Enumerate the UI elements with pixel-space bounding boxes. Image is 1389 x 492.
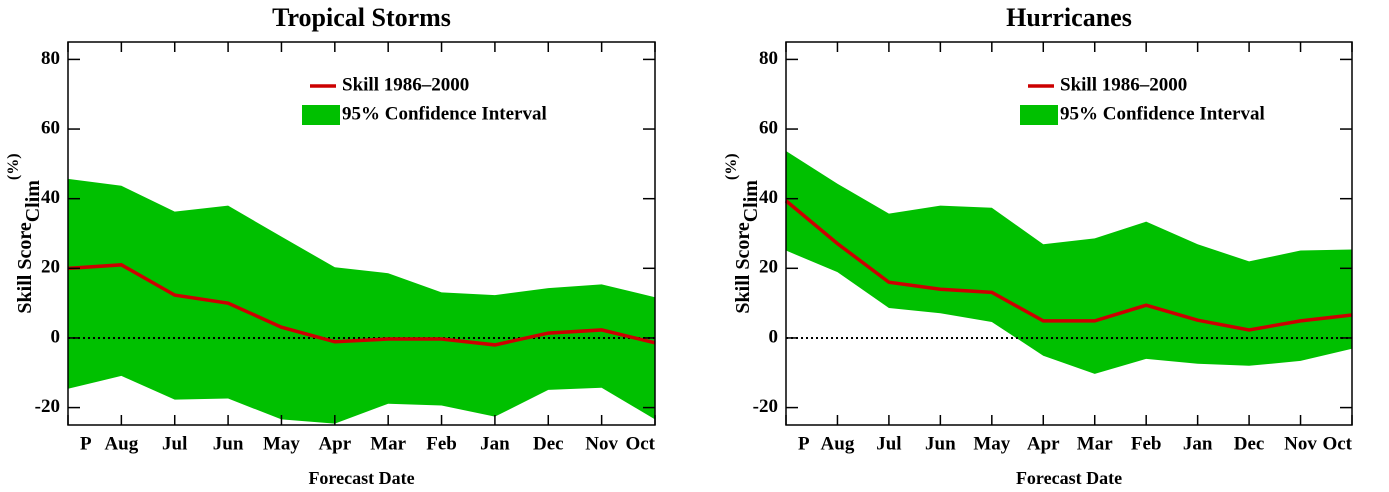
skill-line [784,199,1353,332]
x-tick-label: Nov [1284,433,1317,454]
x-tick-label: P [80,433,92,454]
y-tick-label: -20 [35,396,60,417]
y-tick-label: 20 [41,257,60,278]
plot-frame [785,41,1353,426]
x-tick-label: May [973,433,1010,454]
legend-swatch [1020,105,1058,125]
confidence-band [68,178,655,424]
x-tick-label: Jun [213,433,244,454]
x-tick-label: Jun [925,433,956,454]
y-label-sub: Clim [740,180,762,223]
y-label-sup: (%) [723,153,740,180]
chart: -20 0 20 40 60 80 P Aug Jul Jun May Apr Mar Feb Jan Dec… [5,3,656,488]
x-tick-label: Nov [585,433,618,454]
y-tick-label: 80 [759,48,778,69]
y-tick-label: 80 [41,48,60,69]
x-tick-label: Dec [533,433,564,454]
x-tick-label: Oct [1322,433,1352,454]
plot-frame [67,41,656,426]
legend-label: 95% Confidence Interval [1060,103,1265,124]
x-tick-label: Mar [1077,433,1113,454]
y-tick-label: 60 [41,117,60,138]
skill-line [67,263,656,347]
confidence-band [786,150,1352,374]
x-tick-label: Mar [370,433,406,454]
legend-swatch [302,105,340,125]
x-tick-label: May [263,433,300,454]
y-tick-label: 40 [41,187,60,208]
legend-label: 95% Confidence Interval [342,103,547,124]
x-tick-label: Jan [480,433,510,454]
x-tick-label: Feb [1131,433,1162,454]
y-tick-label: 0 [51,326,61,347]
y-label-main: Skill Score [732,222,754,313]
y-tick-label: 60 [759,117,778,138]
x-axis-label: Forecast Date [308,468,414,488]
y-axis-label: Skill ScoreClim(%) [5,153,44,313]
x-tick-label: Jul [876,433,901,454]
x-axis-label: Forecast Date [1016,468,1122,488]
x-tick-label: Jul [162,433,187,454]
y-tick-label: 20 [759,257,778,278]
chart: -20 0 20 40 60 80 P Aug Jul Jun May Apr Mar Feb Jan Dec… [723,3,1353,488]
y-label-sup: (%) [5,153,22,180]
y-tick-label: 0 [769,326,779,347]
y-label-sub: Clim [22,180,44,223]
x-tick-label: Apr [318,433,351,454]
y-axis-label: Skill ScoreClim(%) [723,153,762,313]
x-tick-label: Oct [625,433,655,454]
x-tick-label: Dec [1234,433,1265,454]
x-tick-label: P [798,433,810,454]
x-tick-label: Aug [821,433,855,454]
x-tick-label: Jan [1183,433,1213,454]
y-tick-label: -20 [753,396,778,417]
chart-title: Tropical Storms [272,3,451,32]
y-label-main: Skill Score [14,222,36,313]
chart-title: Hurricanes [1006,3,1132,32]
y-tick-label: 40 [759,187,778,208]
legend-label: Skill 1986–2000 [342,74,469,95]
x-tick-label: Aug [104,433,138,454]
legend-label: Skill 1986–2000 [1060,74,1187,95]
x-tick-label: Apr [1027,433,1060,454]
x-tick-label: Feb [426,433,457,454]
